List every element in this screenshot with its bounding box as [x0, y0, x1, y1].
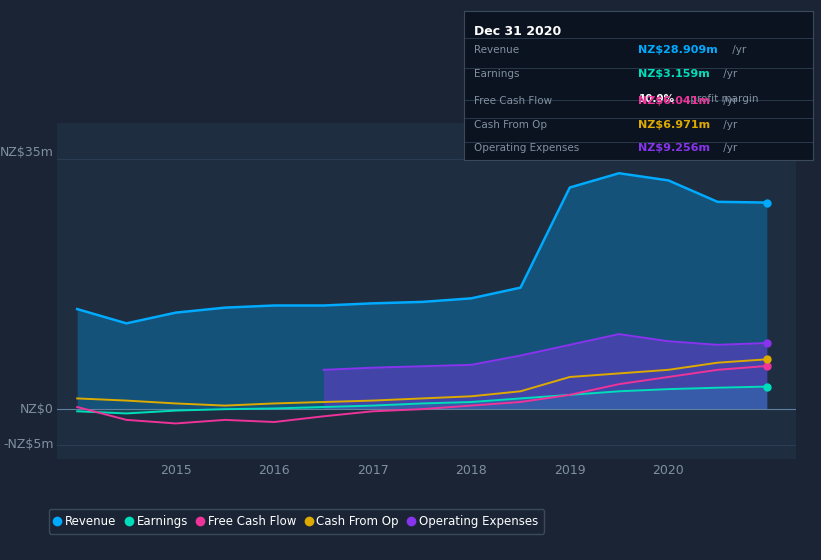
Text: profit margin: profit margin	[687, 94, 759, 104]
Text: NZ$6.041m: NZ$6.041m	[639, 96, 710, 106]
Text: /yr: /yr	[720, 143, 737, 153]
Text: NZ$35m: NZ$35m	[0, 146, 54, 159]
Text: Operating Expenses: Operating Expenses	[475, 143, 580, 153]
Text: /yr: /yr	[720, 96, 737, 106]
Text: /yr: /yr	[720, 69, 737, 79]
Text: 10.9%: 10.9%	[639, 94, 675, 104]
Legend: Revenue, Earnings, Free Cash Flow, Cash From Op, Operating Expenses: Revenue, Earnings, Free Cash Flow, Cash …	[48, 509, 544, 534]
Text: Cash From Op: Cash From Op	[475, 119, 548, 129]
Text: /yr: /yr	[720, 119, 737, 129]
Text: Free Cash Flow: Free Cash Flow	[475, 96, 553, 106]
Text: Earnings: Earnings	[475, 69, 520, 79]
Text: NZ$6.971m: NZ$6.971m	[639, 119, 710, 129]
Text: NZ$3.159m: NZ$3.159m	[639, 69, 710, 79]
Text: /yr: /yr	[729, 45, 746, 55]
Text: Dec 31 2020: Dec 31 2020	[475, 25, 562, 38]
Text: -NZ$5m: -NZ$5m	[3, 438, 54, 451]
Text: NZ$0: NZ$0	[20, 403, 54, 416]
Text: NZ$28.909m: NZ$28.909m	[639, 45, 718, 55]
Text: Revenue: Revenue	[475, 45, 520, 55]
Text: NZ$9.256m: NZ$9.256m	[639, 143, 710, 153]
